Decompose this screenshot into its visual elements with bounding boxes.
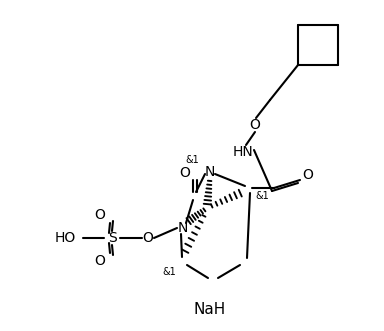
Text: O: O — [250, 118, 260, 132]
Text: &1: &1 — [162, 267, 176, 277]
Text: N: N — [178, 221, 188, 235]
Text: HO: HO — [55, 231, 76, 245]
Text: S: S — [108, 231, 116, 245]
Text: O: O — [94, 254, 106, 268]
Text: NaH: NaH — [194, 303, 226, 317]
Text: N: N — [205, 165, 215, 179]
Text: &1: &1 — [185, 155, 199, 165]
Text: O: O — [94, 208, 106, 222]
Text: HN: HN — [233, 145, 253, 159]
Text: O: O — [303, 168, 313, 182]
Text: &1: &1 — [255, 191, 269, 201]
Text: O: O — [180, 166, 190, 180]
Text: O: O — [142, 231, 154, 245]
